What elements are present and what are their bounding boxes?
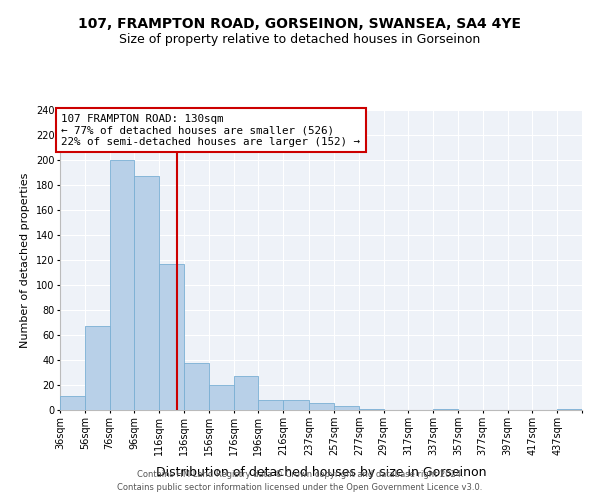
Bar: [134, 176, 159, 410]
Text: 107 FRAMPTON ROAD: 130sqm
← 77% of detached houses are smaller (526)
22% of semi: 107 FRAMPTON ROAD: 130sqm ← 77% of detac…: [61, 114, 360, 147]
Bar: [233, 376, 259, 410]
Bar: [283, 400, 309, 410]
Bar: [433, 409, 458, 410]
Bar: [259, 400, 283, 410]
Bar: [309, 402, 334, 410]
Bar: [110, 160, 134, 410]
Bar: [209, 385, 233, 410]
Y-axis label: Number of detached properties: Number of detached properties: [20, 172, 30, 348]
Bar: [359, 409, 383, 410]
Bar: [85, 326, 110, 410]
Text: Size of property relative to detached houses in Gorseinon: Size of property relative to detached ho…: [119, 32, 481, 46]
Bar: [557, 409, 582, 410]
X-axis label: Distribution of detached houses by size in Gorseinon: Distribution of detached houses by size …: [156, 466, 486, 479]
Text: 107, FRAMPTON ROAD, GORSEINON, SWANSEA, SA4 4YE: 107, FRAMPTON ROAD, GORSEINON, SWANSEA, …: [79, 18, 521, 32]
Bar: [184, 362, 209, 410]
Bar: [334, 406, 359, 410]
Bar: [60, 396, 85, 410]
Bar: [159, 264, 184, 410]
Text: Contains HM Land Registry data © Crown copyright and database right 2024.
Contai: Contains HM Land Registry data © Crown c…: [118, 470, 482, 492]
